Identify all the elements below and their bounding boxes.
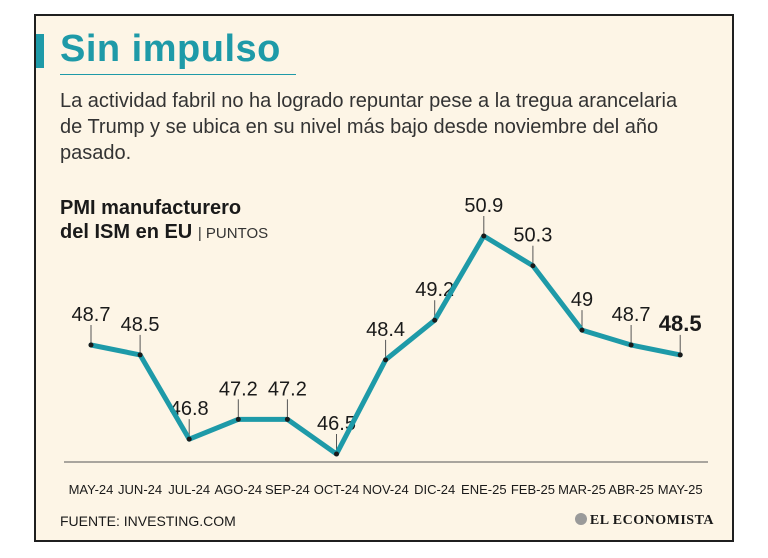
- x-tick-label: JUN-24: [118, 482, 162, 497]
- title-accent-bar: [36, 34, 44, 68]
- chart-title-line1: PMI manufacturero: [60, 197, 242, 219]
- line-chart: 48.7 48.5 46.8 47.2 47.2 46.5 48.4 49.2 50.9 50.3…: [64, 195, 708, 497]
- data-label: 48.7: [72, 304, 111, 326]
- data-point: [432, 317, 438, 323]
- chart-title: PMI manufacturero del ISM en EU | PUNTOS: [60, 196, 268, 246]
- title-underline: [60, 74, 296, 75]
- brand-name: EL ECONOMISTA: [589, 513, 714, 528]
- data-point: [88, 342, 94, 348]
- page-title: Sin impulso: [60, 28, 281, 70]
- data-point: [186, 436, 192, 442]
- x-tick-label: SEP-24: [265, 482, 310, 497]
- x-tick-label: ABR-25: [608, 482, 654, 497]
- data-label: 49.2: [415, 279, 454, 301]
- subtitle: La actividad fabril no ha logrado repunt…: [60, 90, 678, 164]
- x-tick-label: MAR-25: [558, 482, 606, 497]
- data-point: [579, 327, 585, 333]
- infographic-card: Sin impulso La actividad fabril no ha lo…: [34, 14, 734, 542]
- data-label: 47.2: [268, 378, 307, 400]
- data-label: 48.4: [366, 319, 405, 341]
- brand-logo: EL ECONOMISTA: [574, 513, 714, 529]
- x-tick-label: DIC-24: [414, 482, 455, 497]
- x-tick-label: ENE-25: [461, 482, 507, 497]
- chart-title-line2: del ISM en EU: [60, 221, 193, 243]
- x-tick-label: JUL-24: [168, 482, 210, 497]
- data-label: 48.5: [659, 311, 702, 336]
- x-tick-label: NOV-24: [362, 482, 408, 497]
- data-point: [677, 352, 683, 358]
- data-label: 50.3: [513, 225, 552, 247]
- x-tick-label: FEB-25: [511, 482, 555, 497]
- data-point: [284, 416, 290, 422]
- data-label: 46.8: [170, 398, 209, 420]
- chart-unit: | PUNTOS: [197, 225, 269, 242]
- data-point: [334, 451, 339, 457]
- data-point: [383, 357, 389, 363]
- data-label: 47.2: [219, 378, 258, 400]
- x-tick-label: MAY-25: [658, 482, 703, 497]
- source-note: FUENTE: INVESTING.COM: [60, 513, 236, 529]
- data-label: 46.5: [317, 413, 356, 435]
- data-point: [530, 263, 536, 269]
- data-label: 50.9: [464, 195, 503, 217]
- data-label: 48.7: [612, 304, 651, 326]
- data-label: 48.5: [121, 314, 160, 336]
- x-tick-label: OCT-24: [314, 482, 360, 497]
- data-point: [235, 416, 241, 422]
- x-tick-label: AGO-24: [214, 482, 262, 497]
- x-tick-label: MAY-24: [69, 482, 114, 497]
- data-point: [137, 352, 143, 358]
- brand-icon: [574, 513, 587, 525]
- data-point: [481, 233, 487, 239]
- data-label: 49: [571, 289, 593, 311]
- data-point: [628, 342, 634, 348]
